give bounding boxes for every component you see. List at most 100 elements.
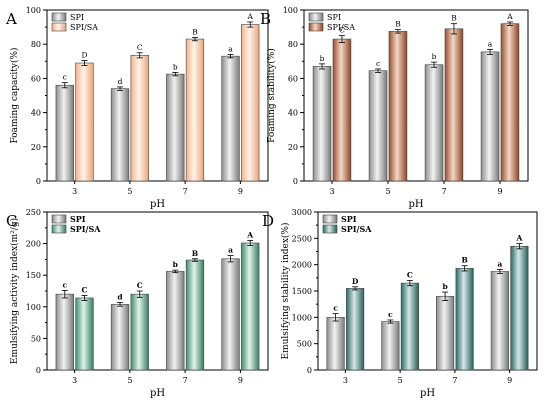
bar-spi-sa — [185, 259, 205, 371]
y-tick-label: 3000 — [292, 208, 312, 217]
y-tick-label: 1000 — [292, 313, 312, 322]
legend-swatch — [51, 22, 67, 32]
y-tick-label: 0 — [36, 366, 41, 375]
significance-letter: b — [442, 282, 447, 291]
chart-panel-a: A 0 20 40 60 80 100 Foaming capacity(%) 3 c D 5 d C 7 b… — [5, 6, 269, 210]
chart-panel-c: C 0 50 100 150 200 250 Emulsifying activity ind… — [6, 208, 269, 399]
y-axis-label: Foaming capacity(%) — [9, 47, 20, 143]
y-tick-label: 100 — [283, 6, 298, 15]
bar-spi — [326, 317, 345, 371]
x-tick-label: 3 — [72, 376, 77, 385]
significance-letter: a — [228, 246, 233, 255]
x-tick-label: 3 — [343, 376, 348, 385]
significance-letter: c — [63, 73, 67, 82]
x-tick-label: 7 — [452, 376, 457, 385]
x-tick-label: 5 — [385, 187, 390, 196]
y-tick-label: 20 — [31, 143, 41, 152]
bar-spi — [381, 321, 400, 371]
panel-label: C — [6, 212, 17, 230]
bar-spi — [312, 66, 332, 182]
bar-spi — [221, 258, 240, 371]
significance-letter: B — [192, 249, 198, 258]
bar-spi — [55, 84, 74, 182]
y-tick-label: 80 — [288, 40, 298, 49]
significance-letter: B — [192, 27, 198, 36]
significance-letter: a — [488, 39, 493, 48]
significance-letter: A — [246, 230, 253, 239]
significance-letter: D — [352, 277, 359, 286]
bar-spi-sa — [400, 282, 419, 371]
y-tick-label: 0 — [307, 366, 312, 375]
x-tick-label: 9 — [497, 187, 502, 196]
bar-spi-sa — [241, 242, 260, 371]
panel-label: D — [262, 212, 274, 230]
bar-spi-sa — [455, 268, 474, 371]
bar-spi-sa — [185, 38, 205, 182]
significance-letter: d — [117, 292, 123, 301]
bar-spi — [55, 293, 74, 371]
significance-letter: C — [137, 43, 143, 52]
legend-swatch — [322, 224, 338, 234]
significance-letter: C — [81, 285, 87, 294]
y-tick-label: 0 — [36, 177, 41, 186]
bar-spi — [110, 88, 130, 182]
x-axis-label: pH — [150, 388, 165, 399]
significance-letter: c — [333, 304, 338, 313]
legend-label: SPI — [341, 214, 357, 224]
legend-label: SPI — [70, 13, 84, 22]
bar-spi-sa — [75, 62, 94, 182]
significance-letter: c — [376, 59, 380, 68]
legend-swatch — [51, 214, 67, 224]
legend-swatch — [51, 12, 67, 22]
legend-label: SPI/SA — [341, 224, 372, 234]
significance-letter: A — [515, 234, 522, 243]
y-tick-label: 100 — [26, 6, 41, 15]
x-tick-label: 9 — [238, 376, 243, 385]
legend-swatch — [322, 214, 338, 224]
y-axis-label: Emulsifying activity index(m²/g) — [9, 218, 20, 364]
legend-swatch — [51, 224, 67, 234]
y-tick-label: 150 — [26, 271, 41, 280]
x-tick-label: 5 — [127, 376, 132, 385]
panel-label: A — [5, 10, 17, 28]
y-tick-label: 1500 — [292, 287, 312, 296]
chart-panel-b: B 0 20 40 60 80 100 Foaming stability(%) 3 b C 5 c B 7… — [260, 6, 529, 210]
bar-spi — [166, 271, 185, 371]
y-tick-label: 20 — [288, 143, 298, 152]
significance-letter: c — [388, 310, 393, 319]
legend-label: SPI — [327, 13, 341, 22]
bar-spi — [436, 295, 455, 371]
significance-letter: b — [173, 62, 178, 71]
x-tick-label: 3 — [329, 187, 334, 196]
y-tick-label: 50 — [31, 334, 41, 343]
bar-spi-sa — [130, 55, 149, 182]
legend-label: SPI/SA — [327, 23, 355, 32]
significance-letter: b — [173, 260, 178, 269]
significance-letter: A — [506, 12, 513, 21]
x-tick-label: 5 — [127, 187, 132, 196]
significance-letter: B — [461, 256, 467, 265]
x-tick-label: 7 — [183, 376, 188, 385]
bar-spi — [110, 303, 130, 371]
bar-spi — [221, 55, 240, 182]
x-axis-label: pH — [150, 199, 165, 210]
y-tick-label: 60 — [31, 74, 41, 83]
y-tick-label: 0 — [293, 177, 298, 186]
significance-letter: d — [118, 77, 123, 86]
significance-letter: a — [228, 44, 233, 53]
x-tick-label: 3 — [72, 187, 77, 196]
y-tick-label: 40 — [288, 109, 298, 118]
significance-letter: D — [81, 50, 87, 59]
significance-letter: C — [407, 270, 413, 279]
bar-spi-sa — [332, 38, 352, 182]
y-axis-label: Foaming stability(%) — [266, 48, 277, 143]
bar-spi-sa — [75, 297, 94, 371]
bar-spi-sa — [130, 293, 149, 371]
y-tick-label: 250 — [26, 208, 41, 217]
x-axis-label: pH — [420, 388, 435, 399]
bar-spi-sa — [388, 31, 408, 182]
bar-spi-sa — [241, 24, 260, 182]
y-tick-label: 40 — [31, 109, 41, 118]
